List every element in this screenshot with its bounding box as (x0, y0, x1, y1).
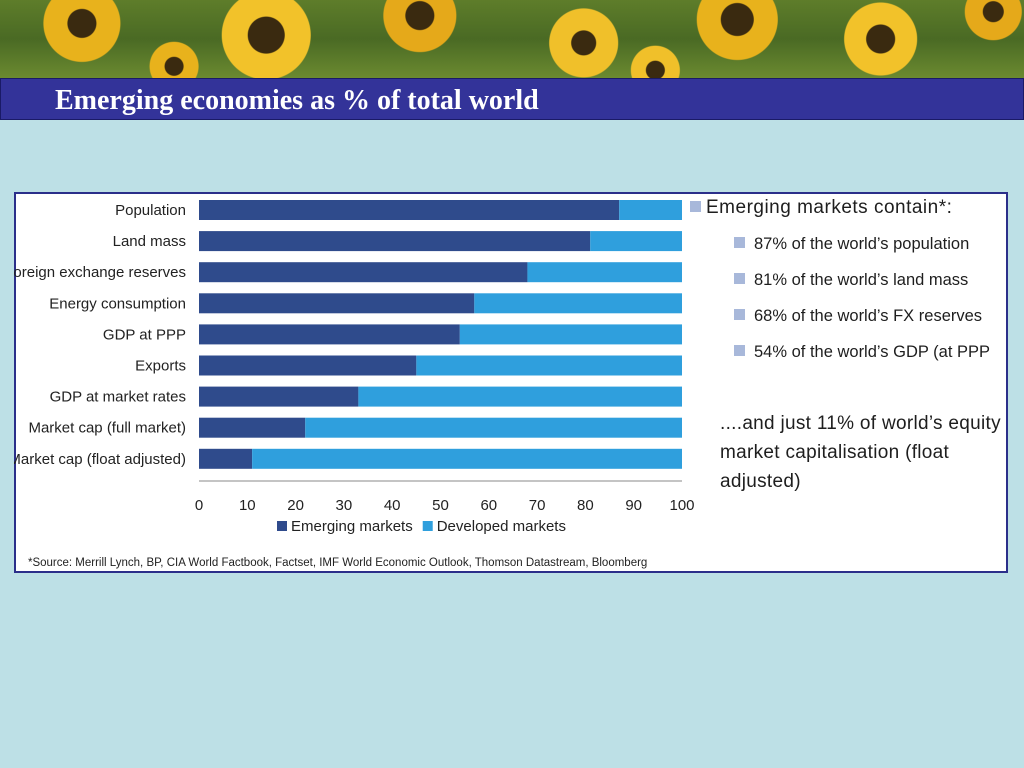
bullet-square-icon (734, 237, 745, 248)
legend-label: Emerging markets (291, 518, 413, 535)
x-tick-label: 0 (195, 497, 203, 514)
bullet-square-icon (690, 201, 701, 212)
bar-emerging (199, 417, 306, 438)
category-label: GDP at market rates (50, 389, 186, 406)
category-label: Exports (135, 358, 186, 375)
summary-note: ....and just 11% of world’s equity marke… (720, 413, 1001, 492)
bar-developed (527, 262, 682, 283)
category-label: Market cap (float adjusted) (14, 451, 186, 468)
x-tick-labels: 0 10 20 30 40 50 60 70 80 90 100 (195, 497, 695, 514)
bar-emerging (199, 293, 475, 314)
category-label: Foreign exchange reserves (14, 264, 186, 281)
bullet-square-icon (734, 309, 745, 320)
x-tick-label: 90 (625, 497, 642, 514)
bar-chart: Population Land mass Foreign exchange rese… (14, 200, 695, 535)
summary-item: 68% of the world’s FX reserves (734, 307, 982, 326)
bar-emerging (199, 448, 253, 469)
legend-label: Developed markets (437, 518, 566, 535)
bar-emerging (199, 200, 620, 220)
bar-developed (619, 200, 682, 220)
bars-group (199, 200, 682, 469)
bar-emerging (199, 386, 359, 407)
x-tick-label: 20 (287, 497, 304, 514)
summary-item: 87% of the world’s population (734, 235, 969, 254)
category-label: Market cap (full market) (28, 420, 186, 437)
x-tick-label: 100 (669, 497, 694, 514)
x-tick-label: 10 (239, 497, 256, 514)
bar-developed (305, 417, 682, 438)
bar-developed (416, 355, 682, 376)
x-tick-label: 60 (480, 497, 497, 514)
bar-developed (590, 231, 682, 252)
x-tick-label: 70 (529, 497, 546, 514)
bullet-square-icon (734, 345, 745, 356)
bar-emerging (199, 324, 460, 345)
bar-developed (474, 293, 682, 314)
x-tick-label: 50 (432, 497, 449, 514)
category-label: Energy consumption (49, 295, 186, 312)
bar-developed (358, 386, 682, 407)
category-label: Population (115, 202, 186, 219)
source-note: *Source: Merrill Lynch, BP, CIA World Fa… (28, 557, 648, 569)
x-tick-label: 80 (577, 497, 594, 514)
bullet-square-icon (734, 273, 745, 284)
legend-swatch-emerging (277, 521, 287, 531)
category-label: Land mass (113, 233, 186, 250)
title-bar: Emerging economies as % of total world (0, 78, 1024, 120)
category-labels: Population Land mass Foreign exchange rese… (14, 202, 186, 468)
bar-emerging (199, 231, 591, 252)
summary-item: 81% of the world’s land mass (734, 271, 968, 290)
legend: Emerging markets Developed markets (277, 518, 566, 535)
sunflower-banner (0, 0, 1024, 78)
slide-title: Emerging economies as % of total world (55, 85, 539, 116)
x-tick-label: 40 (384, 497, 401, 514)
bar-emerging (199, 262, 528, 283)
legend-swatch-developed (422, 521, 433, 531)
summary-heading: Emerging markets contain*: (690, 197, 952, 219)
bar-emerging (199, 355, 417, 376)
x-tick-label: 30 (336, 497, 353, 514)
summary-item: 54% of the world’s GDP (at PPP (734, 343, 990, 362)
bar-developed (252, 448, 682, 469)
chart-panel (14, 192, 1008, 573)
category-label: GDP at PPP (103, 326, 186, 343)
bar-developed (459, 324, 682, 345)
